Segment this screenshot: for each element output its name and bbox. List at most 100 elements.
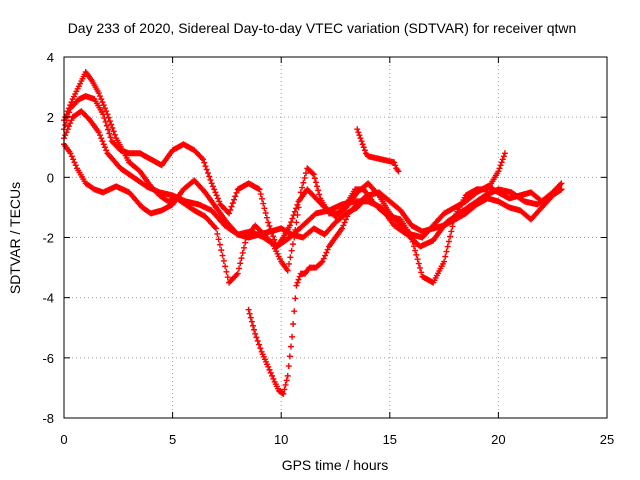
x-tick-label: 15 <box>383 432 397 447</box>
data-point <box>99 99 106 106</box>
data-point <box>101 105 108 112</box>
data-point <box>67 120 74 127</box>
data-points <box>61 69 565 397</box>
data-point <box>85 115 92 122</box>
data-point <box>318 259 325 266</box>
data-point <box>206 173 213 180</box>
data-point <box>557 181 564 188</box>
data-point <box>107 134 114 141</box>
data-point <box>229 200 236 207</box>
data-point <box>301 174 308 181</box>
data-point <box>71 159 78 166</box>
data-point <box>236 265 243 272</box>
data-point <box>294 279 301 286</box>
data-point <box>416 264 423 271</box>
data-point <box>271 236 278 243</box>
data-point <box>395 168 402 175</box>
data-point <box>270 375 277 382</box>
data-point <box>265 219 272 226</box>
data-point <box>101 144 108 151</box>
data-point <box>207 176 214 183</box>
data-point <box>444 243 451 250</box>
data-point <box>95 90 102 97</box>
data-point <box>261 205 268 212</box>
data-point <box>224 274 231 281</box>
data-point <box>201 159 208 166</box>
data-point <box>66 109 73 116</box>
data-point <box>286 222 293 229</box>
data-point <box>282 381 289 388</box>
data-point <box>357 135 364 142</box>
data-point <box>355 129 362 136</box>
data-point <box>211 186 218 193</box>
data-point <box>258 195 265 202</box>
data-point <box>284 372 291 379</box>
data-point <box>208 180 215 187</box>
data-point <box>109 124 116 131</box>
data-point <box>496 165 503 172</box>
data-point <box>558 180 565 187</box>
data-point <box>320 255 327 262</box>
data-point <box>289 215 296 222</box>
data-point <box>311 175 318 182</box>
data-point <box>200 156 207 163</box>
data-point <box>257 191 264 198</box>
data-point <box>105 126 112 133</box>
y-tick-label: -4 <box>42 291 54 306</box>
data-point <box>363 193 370 200</box>
data-point <box>216 241 223 248</box>
x-axis-label: GPS time / hours <box>282 457 389 473</box>
grid-lines <box>64 57 607 418</box>
data-point <box>498 159 505 166</box>
data-point <box>309 170 316 177</box>
data-point <box>288 247 295 254</box>
data-point <box>248 318 255 325</box>
data-point <box>266 366 273 373</box>
data-point <box>289 241 296 248</box>
data-point <box>287 254 294 261</box>
data-point <box>557 187 564 194</box>
data-point <box>232 193 239 200</box>
data-point <box>234 270 241 277</box>
data-point <box>198 154 205 161</box>
data-point <box>100 141 107 148</box>
data-point <box>100 102 107 109</box>
data-point <box>290 212 297 219</box>
data-point <box>267 369 274 376</box>
data-point <box>442 253 449 260</box>
data-point <box>106 118 113 125</box>
data-point <box>415 260 422 267</box>
data-point <box>68 153 75 160</box>
data-point <box>359 141 366 148</box>
data-point <box>246 310 253 317</box>
data-point <box>310 171 317 178</box>
data-point <box>204 170 211 177</box>
data-point <box>414 256 421 263</box>
data-point <box>286 353 293 360</box>
data-point <box>233 271 240 278</box>
data-point <box>245 306 252 313</box>
data-point <box>294 201 301 208</box>
data-point <box>499 156 506 163</box>
data-point <box>228 203 235 210</box>
data-point <box>266 222 273 229</box>
data-point <box>202 163 209 170</box>
data-point <box>290 320 297 327</box>
data-point <box>342 216 349 223</box>
data-point <box>223 268 230 275</box>
data-point <box>251 326 258 333</box>
data-point <box>443 248 450 255</box>
data-point <box>296 273 303 280</box>
data-point <box>108 121 115 128</box>
data-point <box>312 179 319 186</box>
data-point <box>214 195 221 202</box>
data-point <box>102 118 109 125</box>
data-point <box>62 121 69 128</box>
data-point <box>344 213 351 220</box>
data-point <box>110 128 117 135</box>
data-point <box>279 390 286 397</box>
data-point <box>449 223 456 230</box>
data-point <box>322 252 329 259</box>
data-point <box>263 214 270 221</box>
data-point <box>285 363 292 370</box>
